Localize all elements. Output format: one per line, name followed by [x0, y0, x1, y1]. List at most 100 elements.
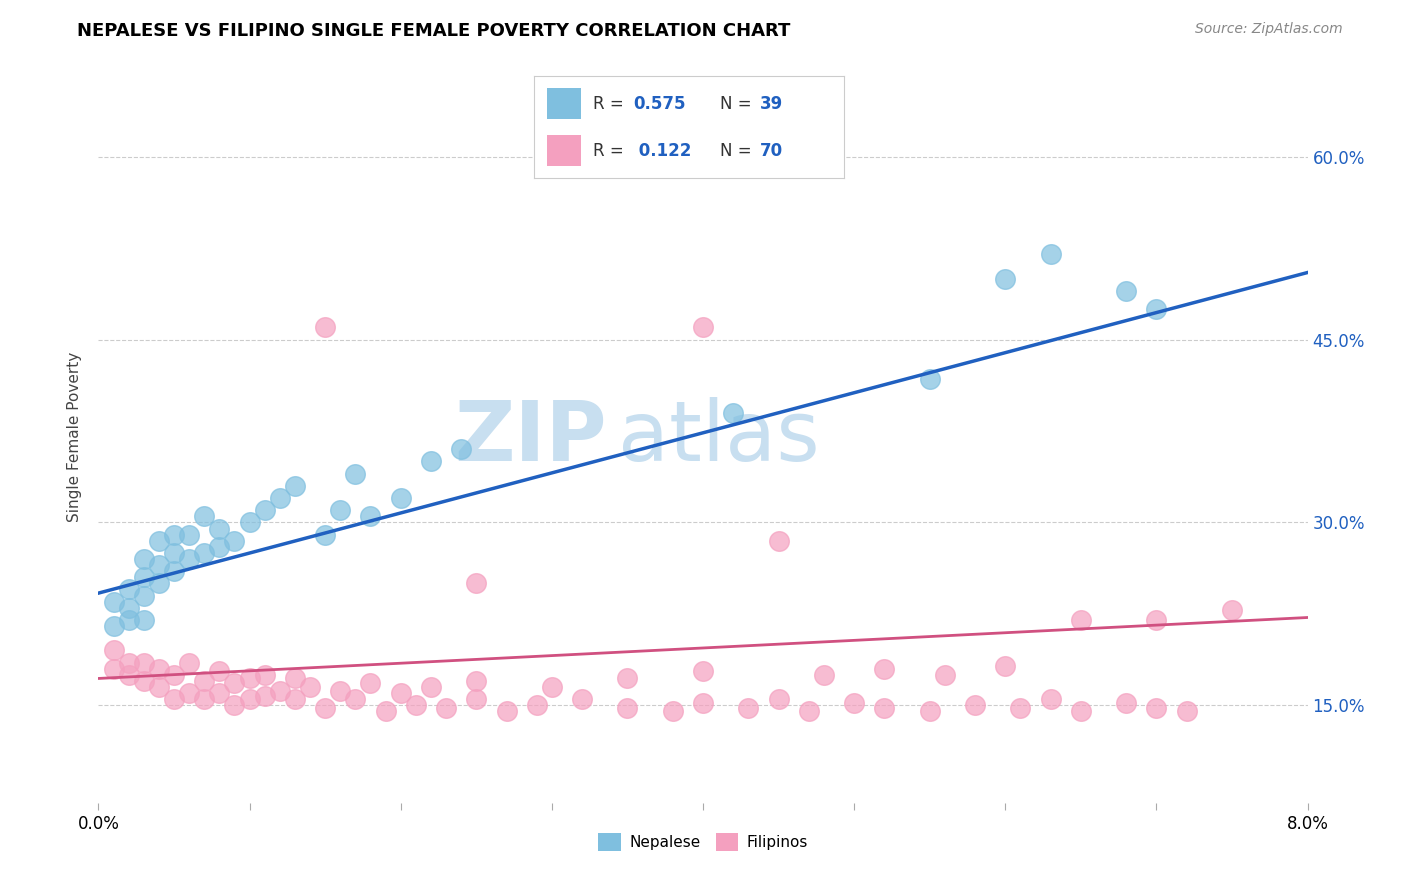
Point: [193, 673, 215, 688]
FancyBboxPatch shape: [547, 88, 581, 119]
Point: [163, 527, 186, 541]
Point: [179, 552, 201, 566]
Point: [374, 705, 396, 719]
Point: [103, 595, 125, 609]
Point: [360, 676, 382, 690]
Point: [148, 680, 170, 694]
Point: [163, 667, 186, 682]
Point: [253, 503, 276, 517]
Point: [208, 664, 231, 678]
Point: [465, 692, 488, 706]
Point: [1220, 603, 1243, 617]
Point: [465, 673, 488, 688]
Point: [616, 672, 638, 686]
Point: [1070, 705, 1092, 719]
Point: [965, 698, 987, 713]
Point: [118, 656, 141, 670]
Point: [360, 509, 382, 524]
Point: [571, 692, 593, 706]
Point: [434, 700, 457, 714]
Point: [918, 705, 941, 719]
Point: [1146, 302, 1168, 317]
Point: [692, 664, 714, 678]
Point: [239, 516, 262, 530]
Point: [1175, 705, 1198, 719]
Point: [420, 680, 443, 694]
Point: [1039, 247, 1062, 261]
Point: [239, 692, 262, 706]
Point: [994, 659, 1017, 673]
Point: [344, 692, 367, 706]
Point: [723, 406, 745, 420]
Point: [450, 442, 472, 457]
Text: atlas: atlas: [619, 397, 820, 477]
Point: [844, 696, 866, 710]
Point: [616, 700, 638, 714]
Point: [118, 613, 141, 627]
Point: [314, 527, 336, 541]
Point: [389, 491, 412, 505]
Point: [148, 533, 170, 548]
Point: [526, 698, 548, 713]
Point: [284, 479, 307, 493]
Point: [132, 552, 155, 566]
Point: [193, 546, 215, 560]
Point: [314, 320, 336, 334]
Point: [918, 371, 941, 385]
Text: R =: R =: [593, 142, 628, 160]
Text: NEPALESE VS FILIPINO SINGLE FEMALE POVERTY CORRELATION CHART: NEPALESE VS FILIPINO SINGLE FEMALE POVER…: [77, 22, 790, 40]
Point: [193, 692, 215, 706]
Point: [224, 533, 246, 548]
Point: [148, 576, 170, 591]
Point: [284, 672, 307, 686]
Point: [465, 576, 488, 591]
Point: [768, 692, 790, 706]
Point: [405, 698, 427, 713]
Point: [1010, 700, 1032, 714]
Point: [253, 689, 276, 703]
Point: [179, 656, 201, 670]
Point: [1146, 613, 1168, 627]
Point: [118, 600, 141, 615]
Text: N =: N =: [720, 95, 756, 112]
Point: [132, 673, 155, 688]
Point: [179, 686, 201, 700]
Point: [737, 700, 759, 714]
Point: [132, 570, 155, 584]
Point: [1115, 696, 1137, 710]
Text: 39: 39: [761, 95, 783, 112]
Point: [797, 705, 820, 719]
Point: [163, 692, 186, 706]
Point: [692, 320, 714, 334]
Point: [1070, 613, 1092, 627]
Point: [208, 521, 231, 535]
Point: [1115, 284, 1137, 298]
Point: [163, 564, 186, 578]
Point: [420, 454, 443, 468]
Point: [208, 540, 231, 554]
Point: [193, 509, 215, 524]
Point: [389, 686, 412, 700]
Point: [994, 271, 1017, 285]
Point: [813, 667, 835, 682]
Point: [934, 667, 956, 682]
Text: 70: 70: [761, 142, 783, 160]
Point: [208, 686, 231, 700]
Point: [329, 503, 352, 517]
Text: 0.122: 0.122: [633, 142, 692, 160]
Point: [314, 700, 336, 714]
Point: [692, 696, 714, 710]
Text: 0.575: 0.575: [633, 95, 686, 112]
Legend: Nepalese, Filipinos: Nepalese, Filipinos: [592, 827, 814, 857]
Point: [1146, 700, 1168, 714]
Text: ZIP: ZIP: [454, 397, 606, 477]
Point: [103, 619, 125, 633]
Point: [132, 656, 155, 670]
Point: [269, 683, 291, 698]
Point: [344, 467, 367, 481]
Point: [253, 667, 276, 682]
Point: [103, 643, 125, 657]
Point: [118, 582, 141, 597]
Y-axis label: Single Female Poverty: Single Female Poverty: [67, 352, 83, 522]
Text: N =: N =: [720, 142, 756, 160]
